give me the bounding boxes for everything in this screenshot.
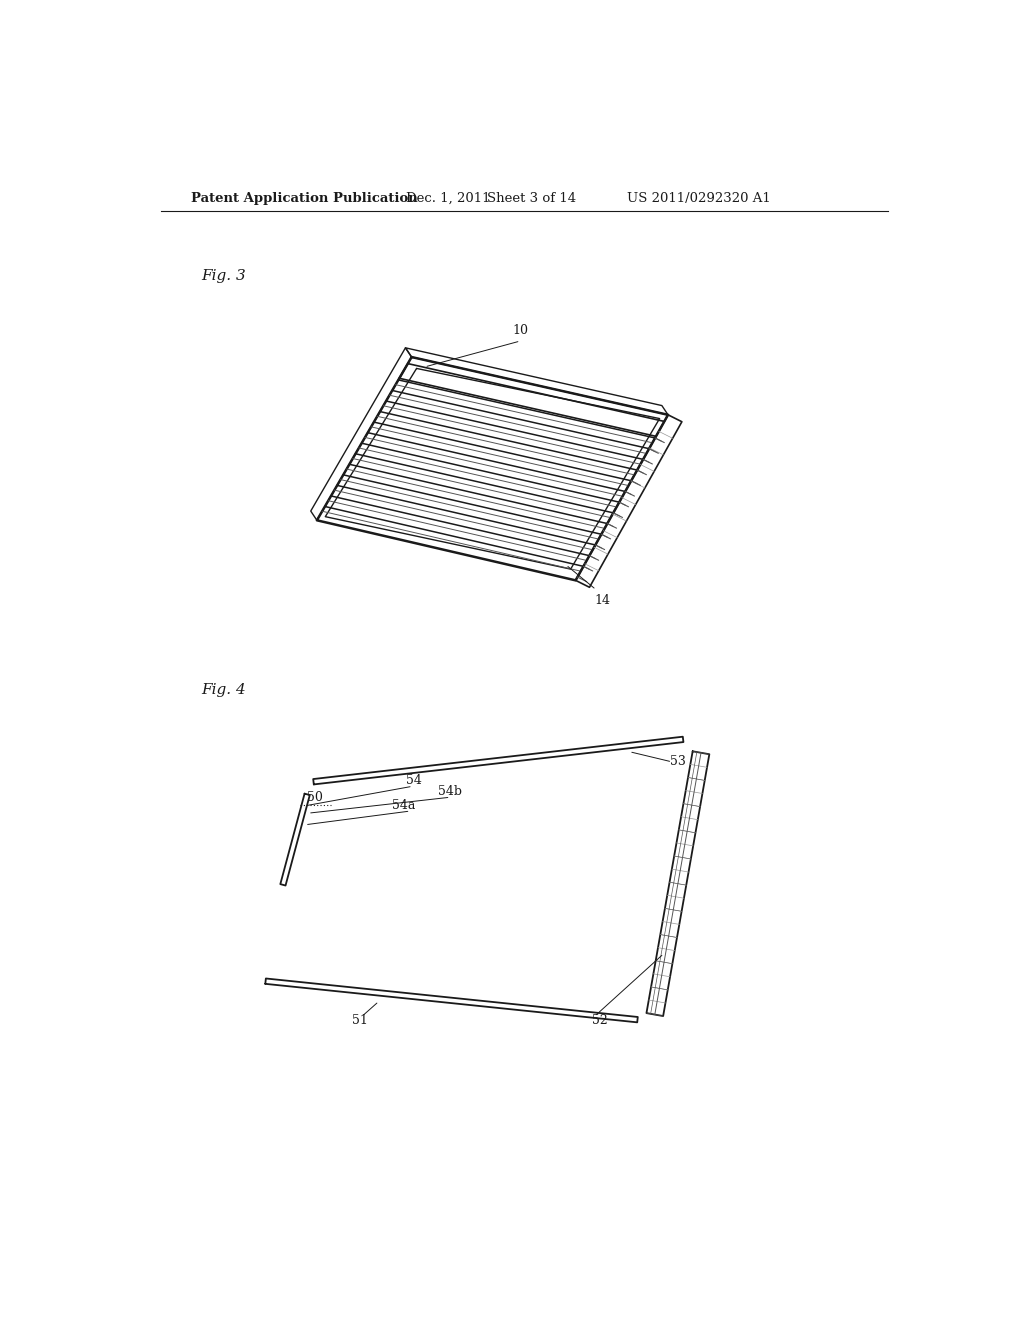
Text: 54: 54 [406,774,422,787]
Text: 50: 50 [307,791,324,804]
Text: 10: 10 [512,323,528,337]
Text: Dec. 1, 2011: Dec. 1, 2011 [407,191,490,205]
Text: 53: 53 [670,755,685,768]
Text: 14: 14 [594,594,610,607]
Text: 52: 52 [593,1014,608,1027]
Text: Patent Application Publication: Patent Application Publication [190,191,418,205]
Text: 51: 51 [352,1014,368,1027]
Text: Fig. 3: Fig. 3 [202,269,246,284]
Text: US 2011/0292320 A1: US 2011/0292320 A1 [628,191,771,205]
Text: Sheet 3 of 14: Sheet 3 of 14 [487,191,577,205]
Text: Fig. 4: Fig. 4 [202,682,246,697]
Text: 54a: 54a [392,799,416,812]
Text: 54b: 54b [438,785,462,797]
